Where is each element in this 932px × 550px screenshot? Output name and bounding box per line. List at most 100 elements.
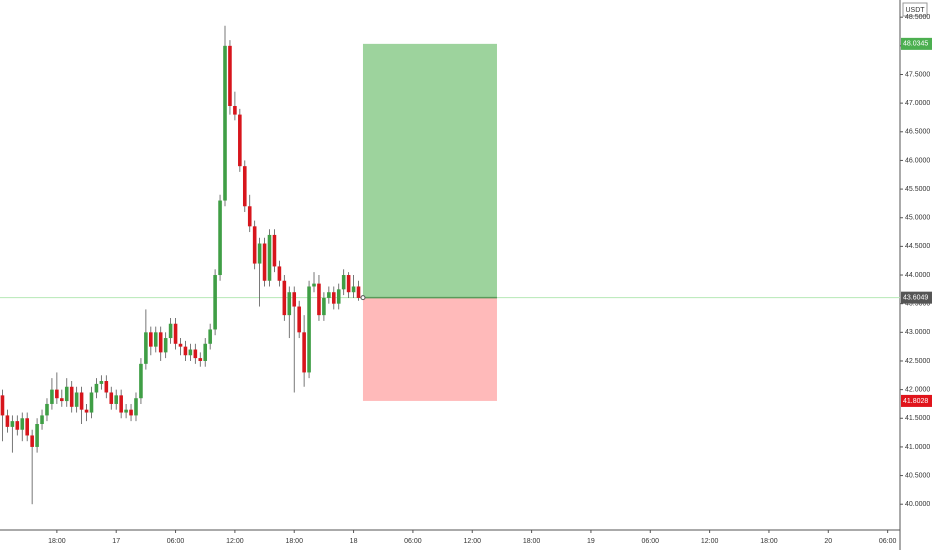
entry-handle: [360, 295, 366, 301]
x-tick-label: 12:00: [463, 538, 481, 545]
candle-body: [307, 286, 311, 373]
candle-body: [173, 323, 178, 344]
y-tick-label: 45.0000: [905, 215, 930, 222]
candle-body: [134, 398, 138, 416]
candle-body: [94, 383, 99, 393]
y-tick-label: 47.0000: [905, 100, 930, 107]
x-tick-label: 06:00: [879, 538, 897, 545]
y-tick-label: 44.0000: [905, 272, 930, 279]
candle-body: [124, 409, 128, 413]
candle-body: [158, 332, 163, 353]
y-tick-label: 47.5000: [905, 71, 930, 78]
candle-body: [272, 234, 277, 267]
candle-body: [149, 332, 153, 347]
y-tick-label: 42.0000: [905, 386, 930, 393]
y-tick-label: 41.0000: [905, 444, 930, 451]
x-tick-label: 19: [587, 538, 595, 545]
candle-body: [331, 292, 336, 304]
candle-body: [247, 206, 252, 227]
candle-body: [50, 389, 54, 404]
candle-body: [351, 286, 356, 293]
x-tick-label: 06:00: [642, 538, 660, 545]
candle-body: [223, 45, 227, 201]
candle-body: [89, 392, 94, 413]
candle-body: [262, 243, 267, 281]
y-tick-label: 45.5000: [905, 186, 930, 193]
x-tick-label: 18: [350, 538, 358, 545]
candle-body: [99, 381, 104, 384]
candle-body: [341, 275, 346, 290]
candle-body: [198, 358, 203, 361]
candle-body: [178, 343, 183, 347]
price-tag: [901, 37, 932, 50]
candle-body: [153, 332, 158, 347]
candle-body: [20, 418, 25, 430]
candle-body: [213, 275, 217, 330]
candle-body: [79, 392, 84, 410]
candle-body: [218, 200, 222, 276]
price-tag-label: 48.0345: [903, 41, 928, 48]
candle-body: [129, 409, 133, 416]
y-tick-label: 43.0000: [905, 329, 930, 336]
y-tick-label: 40.5000: [905, 472, 930, 479]
candle-body: [356, 286, 361, 298]
candle-body: [30, 435, 34, 447]
y-tick-label: 46.0000: [905, 157, 930, 164]
candle-body: [322, 297, 326, 316]
candle-body: [302, 332, 306, 373]
currency-box: [902, 2, 928, 17]
y-tick-label: 42.5000: [905, 358, 930, 365]
candle-body: [35, 424, 39, 447]
candle-body: [233, 106, 237, 115]
x-tick-label: 18:00: [523, 538, 541, 545]
x-tick-label: 18:00: [760, 538, 778, 545]
x-tick-label: 18:00: [285, 538, 303, 545]
candle-body: [163, 338, 168, 353]
candle-body: [188, 349, 193, 356]
x-tick-label: 06:00: [404, 538, 422, 545]
candle-body: [55, 389, 59, 399]
candle-body: [287, 292, 292, 316]
x-tick-label: 06:00: [167, 538, 185, 545]
price-tag: [901, 291, 932, 304]
price-tag-label: 43.6049: [903, 295, 928, 302]
candle-body: [74, 392, 79, 407]
y-tick-label: 46.5000: [905, 129, 930, 136]
candle-body: [144, 332, 148, 364]
y-tick-label: 41.5000: [905, 415, 930, 422]
candle-body: [84, 409, 89, 413]
candle-body: [119, 395, 123, 413]
x-tick-label: 18:00: [48, 538, 66, 545]
candle-body: [242, 166, 247, 207]
candle-body: [5, 415, 10, 427]
x-tick-label: 12:00: [701, 538, 719, 545]
profit-zone: [362, 43, 497, 298]
candle-body: [45, 403, 49, 416]
candle-body: [252, 226, 257, 264]
candle-body: [10, 421, 15, 427]
candle-body: [238, 114, 242, 167]
candle-body: [257, 243, 262, 264]
candle-body: [336, 289, 341, 304]
candle-body: [292, 292, 297, 307]
price-tag-label: 41.8028: [903, 398, 928, 405]
candle-body: [15, 421, 20, 430]
candle-body: [0, 395, 5, 416]
price-tag: [901, 394, 932, 407]
loss-zone: [362, 297, 497, 401]
candle-body: [346, 275, 351, 293]
candle-body: [69, 386, 74, 407]
candle-body: [25, 418, 29, 436]
x-tick-label: 17: [112, 538, 120, 545]
candle-body: [208, 329, 212, 344]
candle-body: [277, 266, 282, 281]
y-tick-label: 48.5000: [905, 14, 930, 21]
candle-body: [114, 395, 119, 404]
candle-body: [64, 386, 69, 402]
candle-body: [267, 234, 272, 281]
candle-body: [40, 415, 44, 424]
x-tick-label: 12:00: [226, 538, 244, 545]
candle-body: [168, 323, 173, 339]
candle-body: [282, 280, 287, 316]
